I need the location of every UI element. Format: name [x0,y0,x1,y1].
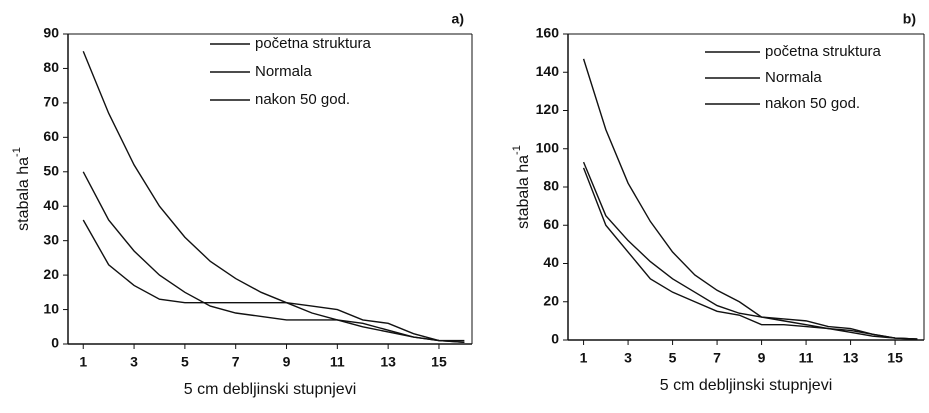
y-tick-label: 30 [43,231,59,247]
y-tick-label: 0 [51,335,59,351]
series-line [82,219,465,342]
x-tick-label: 3 [130,354,138,370]
y-tick-label: 10 [43,300,59,316]
x-tick-label: 13 [380,354,396,370]
y-tick-label: 160 [536,25,560,41]
x-tick-label: 9 [758,350,766,366]
y-tick-label: 60 [43,128,59,144]
series-line [582,161,918,340]
y-tick-label: 60 [543,216,559,232]
series-line [582,58,918,340]
y-axis-label: stabala ha-1 [511,145,532,229]
y-tick-label: 90 [43,25,59,41]
y-axis-label-sup: -1 [511,145,523,155]
x-tick-label: 11 [799,350,814,366]
series-line [82,50,465,343]
annotation: b) [903,11,916,27]
x-tick-label: 5 [181,354,189,370]
x-tick-label: 15 [431,354,447,370]
legend-label: nakon 50 god. [255,91,350,108]
legend-label: nakon 50 god. [765,95,860,112]
series-line [82,171,465,343]
x-tick-label: 1 [79,354,87,370]
y-axis-label-main: stabala ha [15,157,32,231]
y-tick-label: 80 [43,59,59,75]
y-tick-label: 100 [536,139,560,155]
x-tick-label: 7 [713,350,721,366]
y-axis-label-sup: -1 [11,147,23,157]
y-tick-label: 40 [543,254,559,270]
x-tick-label: 11 [330,354,345,370]
x-tick-label: 13 [843,350,859,366]
x-tick-label: 3 [624,350,632,366]
y-tick-label: 40 [43,197,59,213]
y-axis-label: stabala ha-1 [11,147,32,231]
y-tick-label: 0 [551,331,559,347]
y-tick-label: 20 [543,292,559,308]
legend-label: početna struktura [765,43,882,60]
legend-label: Normala [765,69,822,86]
legend-label: početna struktura [255,35,372,52]
y-tick-label: 20 [43,266,59,282]
legend-label: Normala [255,63,312,80]
annotation: a) [452,11,464,27]
y-tick-label: 120 [536,101,560,117]
y-tick-label: 70 [43,94,59,110]
x-tick-label: 7 [232,354,240,370]
y-tick-label: 140 [536,63,560,79]
series-line [582,167,918,340]
x-tick-label: 15 [887,350,903,366]
y-axis-label-main: stabala ha [515,155,532,229]
x-axis-label: 5 cm debljinski stupnjevi [184,381,357,398]
y-tick-label: 80 [543,178,559,194]
x-tick-label: 9 [283,354,291,370]
y-tick-label: 50 [43,162,59,178]
x-tick-label: 5 [669,350,677,366]
x-tick-label: 1 [580,350,588,366]
x-axis-label: 5 cm debljinski stupnjevi [660,377,833,394]
